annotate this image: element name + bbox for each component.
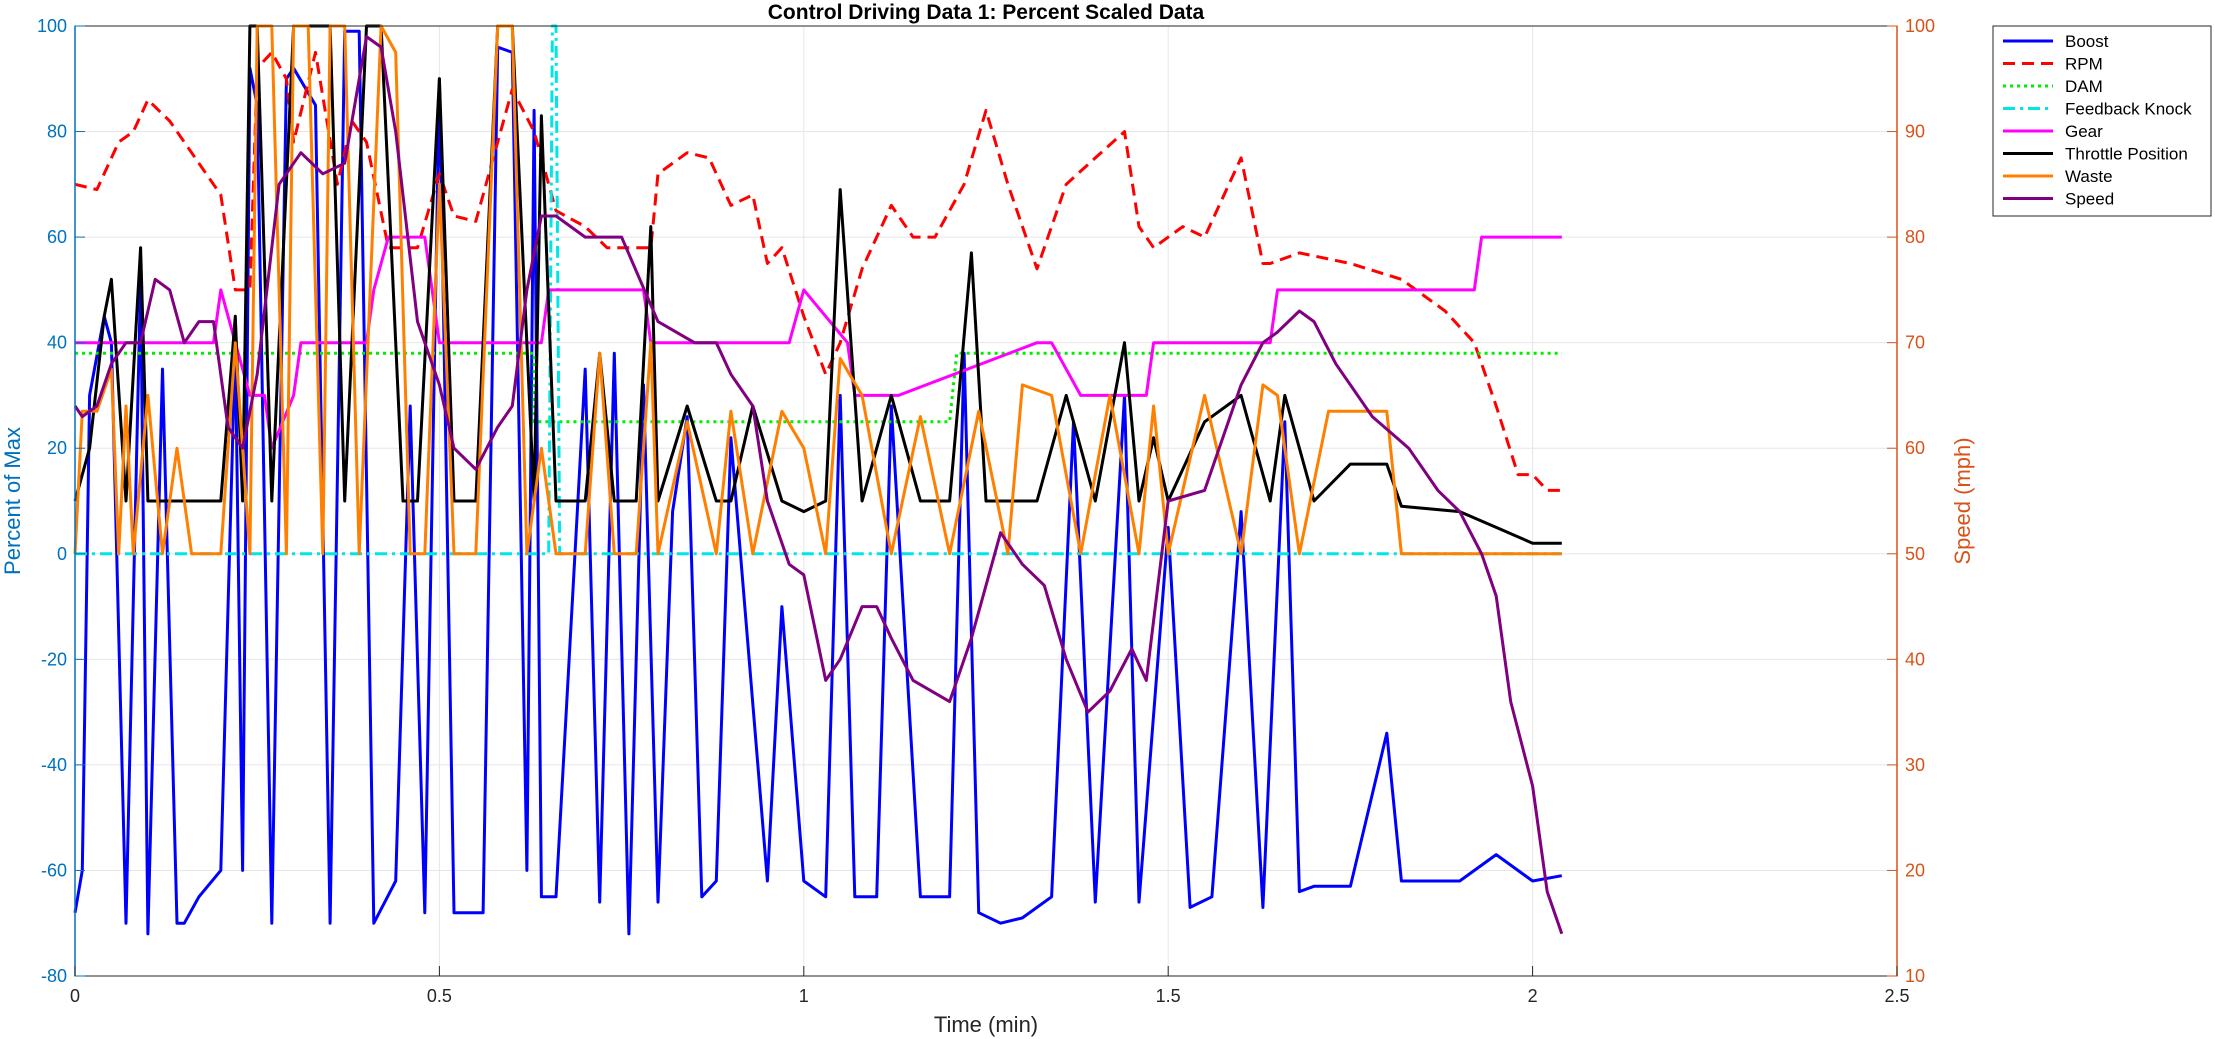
legend-label-throttle-position: Throttle Position <box>2065 145 2188 164</box>
legend-label-gear: Gear <box>2065 122 2103 141</box>
legend-label-feedback-knock: Feedback Knock <box>2065 100 2192 119</box>
legend-label-dam: DAM <box>2065 77 2103 96</box>
tick-label-right: 80 <box>1905 227 1925 247</box>
tick-label-x: 1.5 <box>1156 986 1181 1006</box>
series-line-dam <box>75 351 1562 424</box>
tick-label-right: 20 <box>1905 860 1925 880</box>
series-line-waste <box>73 24 1562 556</box>
tick-label-left: 60 <box>47 227 67 247</box>
tick-label-right: 30 <box>1905 755 1925 775</box>
right-axis: 10 20 30 40 50 60 70 80 90 100 <box>1887 16 1935 986</box>
series-line-rpm <box>74 50 1562 492</box>
tick-label-left: -40 <box>41 755 67 775</box>
tick-label-left: -80 <box>41 966 67 986</box>
x-axis-label: Time (min) <box>934 1012 1038 1037</box>
tick-label-left: -20 <box>41 649 67 669</box>
tick-label-right: 40 <box>1905 649 1925 669</box>
tick-label-right: 100 <box>1905 16 1935 36</box>
series-line-speed <box>73 35 1564 935</box>
legend-label-waste: Waste <box>2065 167 2113 186</box>
tick-label-left: 20 <box>47 438 67 458</box>
tick-label-x: 0.5 <box>427 986 452 1006</box>
tick-label-right: 70 <box>1905 333 1925 353</box>
chart-title: Control Driving Data 1: Percent Scaled D… <box>768 1 1205 24</box>
legend: Boost RPM DAM Feedback Knock Gear Throttle Po… <box>1992 25 2212 217</box>
tick-label-x: 2.5 <box>1884 986 1909 1006</box>
left-axis-label: Percent of Max <box>0 427 25 575</box>
legend-box <box>1992 25 2212 217</box>
tick-label-right: 50 <box>1905 544 1925 564</box>
tick-label-x: 0 <box>70 986 80 1006</box>
tick-label-x: 2 <box>1528 986 1538 1006</box>
tick-label-right: 10 <box>1905 966 1925 986</box>
tick-label-left: 80 <box>47 122 67 142</box>
tick-label-x: 1 <box>799 986 809 1006</box>
tick-label-left: 40 <box>47 333 67 353</box>
x-axis: 0 0.5 1 1.5 2 2.5 <box>70 966 1910 1006</box>
tick-label-left: -60 <box>41 860 67 880</box>
tick-label-right: 60 <box>1905 438 1925 458</box>
tick-label-right: 90 <box>1905 122 1925 142</box>
legend-label-speed: Speed <box>2065 190 2114 209</box>
left-axis: -80 -60 -40 -20 0 20 40 60 80 100 <box>37 16 85 986</box>
legend-label-rpm: RPM <box>2065 55 2103 74</box>
legend-label-boost: Boost <box>2065 32 2109 51</box>
tick-label-left: 0 <box>57 544 67 564</box>
tick-label-left: 100 <box>37 16 67 36</box>
right-axis-label: Speed (mph) <box>1950 437 1975 564</box>
